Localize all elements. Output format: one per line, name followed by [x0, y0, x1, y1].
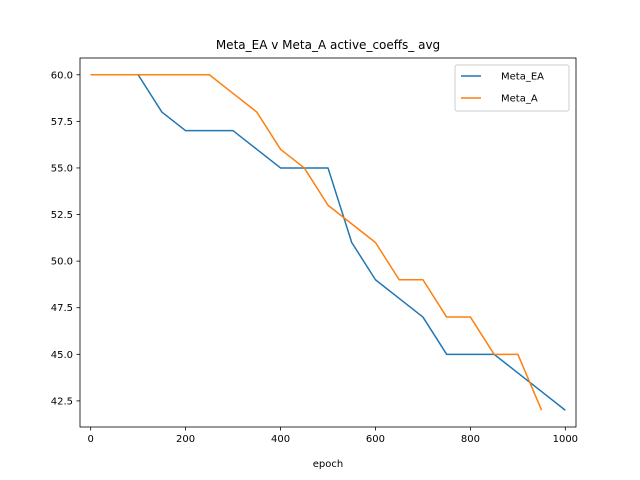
y-tick-label: 47.5 [51, 303, 73, 314]
x-tick-label: 200 [176, 434, 195, 445]
y-tick-label: 45.0 [51, 350, 73, 361]
y-tick-label: 55.0 [51, 163, 73, 174]
legend-label: Meta_A [501, 94, 538, 105]
x-tick-label: 0 [87, 434, 93, 445]
chart-title: Meta_EA v Meta_A active_coeffs_ avg [216, 38, 440, 52]
y-tick-label: 42.5 [51, 396, 73, 407]
y-tick-label: 57.5 [51, 117, 73, 128]
y-tick-label: 52.5 [51, 210, 73, 221]
x-axis-label: epoch [313, 459, 343, 470]
legend-box [454, 64, 570, 112]
series-line-meta-a [90, 74, 543, 411]
x-tick-label: 400 [271, 434, 290, 445]
legend-label: Meta_EA [501, 72, 544, 83]
x-tick-label: 600 [366, 434, 385, 445]
plot-area: 0 200 400 600 800 1000 42.5 45.0 47.5 50.0 52.5 55.… [51, 57, 578, 445]
y-tick-label: 50.0 [51, 257, 73, 268]
axes-frame [79, 57, 577, 428]
x-tick-label: 800 [461, 434, 480, 445]
x-tick-label: 1000 [553, 434, 578, 445]
legend: Meta_EA Meta_A [454, 64, 570, 112]
series-line-meta-ea [90, 74, 566, 411]
y-tick-label: 60.0 [51, 70, 73, 81]
